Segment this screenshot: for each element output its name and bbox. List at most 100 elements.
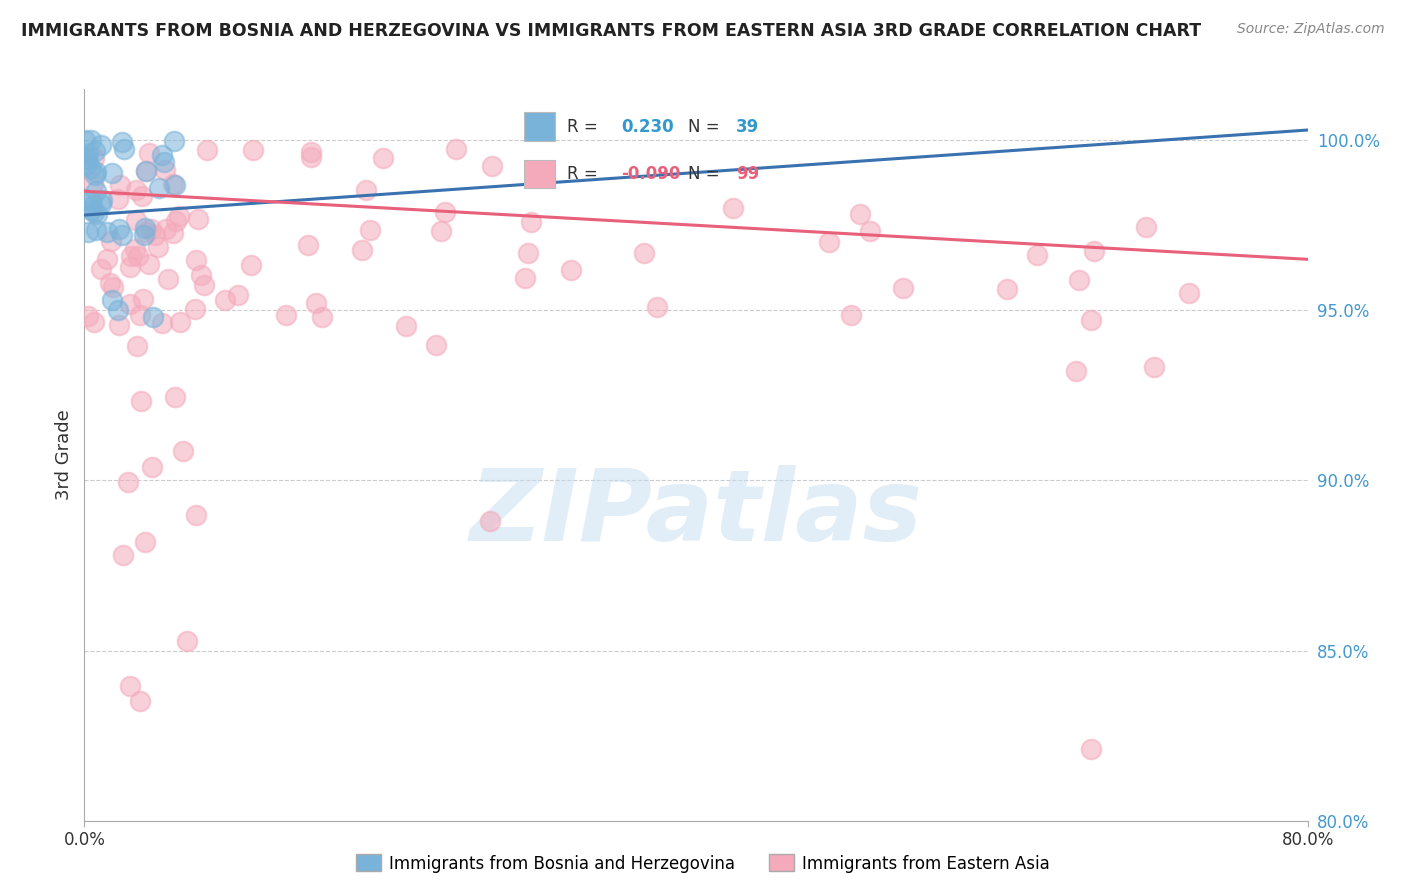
Point: [77, 310, 100, 324]
Point: [134, 221, 156, 235]
Text: 39: 39: [735, 118, 759, 136]
Point: [107, 303, 129, 318]
Point: [86, 207, 108, 221]
Point: [101, 293, 124, 307]
Point: [141, 459, 163, 474]
Point: [165, 178, 187, 193]
Point: [645, 300, 668, 314]
Point: [108, 178, 131, 192]
Point: [165, 390, 187, 404]
Point: [142, 310, 165, 325]
Point: [135, 163, 157, 178]
Point: [120, 249, 142, 263]
Point: [152, 148, 174, 162]
Point: [430, 224, 453, 238]
Point: [108, 222, 131, 236]
Text: R =: R =: [567, 165, 603, 183]
Point: [1135, 220, 1157, 235]
Point: [146, 240, 169, 254]
Point: [354, 183, 377, 197]
Point: [90, 197, 112, 211]
Point: [891, 281, 914, 295]
Point: [101, 166, 124, 180]
Point: [91, 193, 114, 207]
Point: [359, 223, 381, 237]
Point: [190, 268, 212, 283]
Point: [84, 184, 107, 198]
Point: [134, 535, 156, 549]
Point: [841, 308, 863, 322]
Point: [80, 199, 103, 213]
Point: [1142, 360, 1164, 375]
Point: [131, 188, 153, 202]
Point: [155, 222, 177, 236]
Point: [859, 224, 882, 238]
Point: [997, 281, 1019, 295]
Point: [478, 514, 501, 528]
Point: [80, 203, 103, 218]
Point: [80, 194, 103, 209]
Point: [138, 145, 160, 160]
Point: [633, 246, 655, 260]
Text: 99: 99: [735, 165, 759, 183]
Point: [111, 227, 134, 242]
Text: Source: ZipAtlas.com: Source: ZipAtlas.com: [1237, 22, 1385, 37]
Point: [395, 318, 418, 333]
Point: [817, 235, 839, 250]
Point: [118, 260, 141, 275]
Point: [481, 159, 503, 173]
Point: [242, 143, 264, 157]
Point: [112, 548, 135, 562]
Point: [111, 135, 134, 149]
Point: [1178, 286, 1201, 301]
Point: [135, 225, 157, 239]
Point: [143, 228, 166, 243]
Point: [153, 162, 176, 177]
Point: [444, 142, 467, 156]
Point: [120, 679, 142, 693]
Point: [75, 132, 97, 146]
Point: [124, 183, 146, 197]
Point: [297, 238, 319, 252]
Text: ZIPatlas: ZIPatlas: [470, 465, 922, 562]
Point: [77, 147, 100, 161]
Point: [132, 227, 155, 242]
Point: [425, 337, 447, 351]
Text: -0.090: -0.090: [621, 165, 681, 183]
Point: [156, 271, 179, 285]
Point: [148, 181, 170, 195]
Point: [1025, 248, 1047, 262]
Point: [96, 225, 118, 239]
Point: [80, 161, 103, 176]
Point: [82, 176, 104, 190]
Point: [129, 694, 152, 708]
Point: [77, 225, 100, 239]
Point: [84, 165, 107, 179]
Point: [184, 252, 207, 267]
FancyBboxPatch shape: [524, 112, 554, 141]
Point: [84, 223, 107, 237]
Point: [1083, 244, 1105, 258]
Point: [75, 152, 97, 166]
Point: [153, 154, 176, 169]
Point: [299, 145, 322, 159]
Point: [132, 293, 155, 307]
Point: [226, 288, 249, 302]
Point: [162, 177, 184, 191]
Point: [112, 142, 135, 156]
Point: [274, 308, 297, 322]
Point: [513, 271, 536, 285]
Point: [184, 302, 207, 317]
Point: [167, 209, 190, 223]
Point: [195, 143, 218, 157]
Point: [1080, 313, 1102, 327]
Text: R =: R =: [567, 118, 603, 136]
Point: [305, 296, 328, 310]
Point: [163, 134, 186, 148]
Point: [169, 315, 191, 329]
Point: [193, 278, 215, 293]
Point: [299, 150, 322, 164]
Point: [83, 151, 105, 165]
Text: N =: N =: [688, 118, 724, 136]
Point: [90, 262, 112, 277]
